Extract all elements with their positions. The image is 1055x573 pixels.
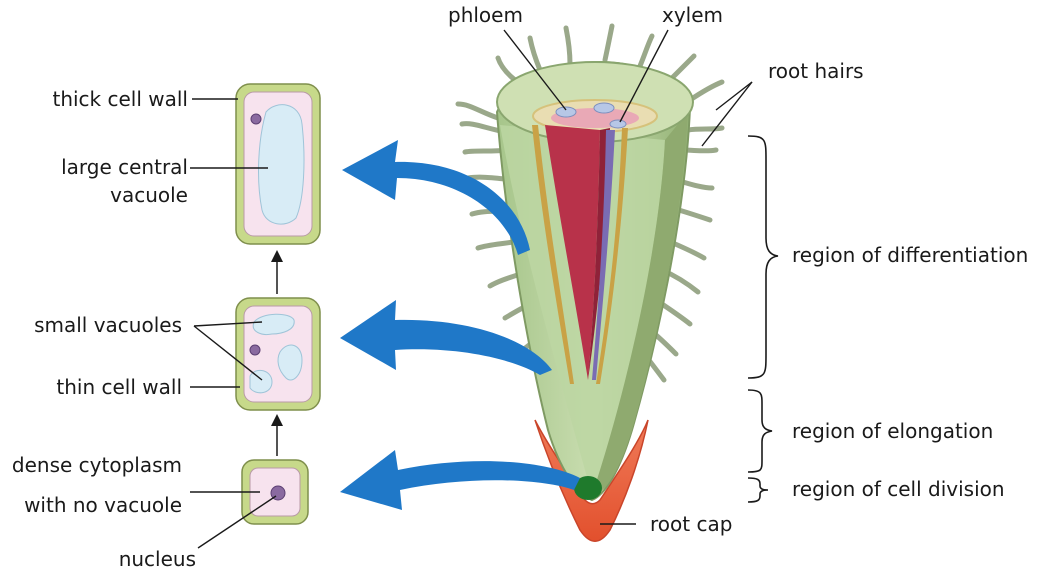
small-vacuole-1 bbox=[252, 313, 295, 335]
stele-red bbox=[545, 125, 600, 380]
xylem-spot bbox=[609, 119, 627, 129]
brace-cell-division bbox=[747, 477, 769, 503]
leader-lines bbox=[190, 29, 753, 549]
label-root-hairs: root hairs bbox=[768, 59, 864, 83]
braces bbox=[747, 135, 779, 503]
blue-arrow-middle bbox=[340, 300, 552, 375]
label-xylem: xylem bbox=[662, 3, 723, 27]
small-vacuole-2 bbox=[277, 344, 303, 381]
blue-arrow-bottom bbox=[340, 450, 580, 510]
label-thin-cell-wall: thin cell wall bbox=[56, 375, 182, 399]
brace-elongation bbox=[747, 389, 773, 473]
label-large-central-vacuole-1: large central bbox=[61, 155, 188, 179]
xylem-strand bbox=[592, 130, 615, 380]
blue-arrows bbox=[340, 140, 580, 510]
label-phloem: phloem bbox=[448, 3, 523, 27]
pericycle-strand-left bbox=[532, 125, 574, 384]
label-small-vacuoles: small vacuoles bbox=[34, 313, 182, 337]
label-region-differentiation: region of differentiation bbox=[792, 243, 1028, 267]
small-vacuole-3 bbox=[249, 369, 273, 394]
label-region-elongation: region of elongation bbox=[792, 419, 993, 443]
root-cut-right bbox=[592, 112, 688, 495]
pericycle-strand-right bbox=[596, 128, 628, 384]
mature-nucleus bbox=[250, 113, 262, 125]
blue-arrow-top bbox=[342, 140, 530, 255]
label-dense-cytoplasm-2: with no vacuole bbox=[24, 493, 182, 517]
label-dense-cytoplasm-1: dense cytoplasm bbox=[12, 453, 182, 477]
large-vacuole-shape bbox=[258, 104, 305, 225]
label-root-cap: root cap bbox=[650, 512, 732, 536]
cell-elongating bbox=[235, 297, 321, 411]
label-thick-cell-wall: thick cell wall bbox=[52, 87, 188, 111]
phloem-spot-2 bbox=[593, 102, 615, 114]
brace-differentiation bbox=[747, 135, 779, 379]
label-large-central-vacuole-2: vacuole bbox=[110, 183, 188, 207]
cell-mature bbox=[235, 83, 321, 245]
phloem-spot bbox=[555, 106, 577, 118]
meristem bbox=[574, 476, 602, 500]
label-nucleus: nucleus bbox=[119, 547, 196, 571]
label-region-cell-division: region of cell division bbox=[792, 477, 1005, 501]
elongating-nucleus bbox=[249, 344, 261, 356]
